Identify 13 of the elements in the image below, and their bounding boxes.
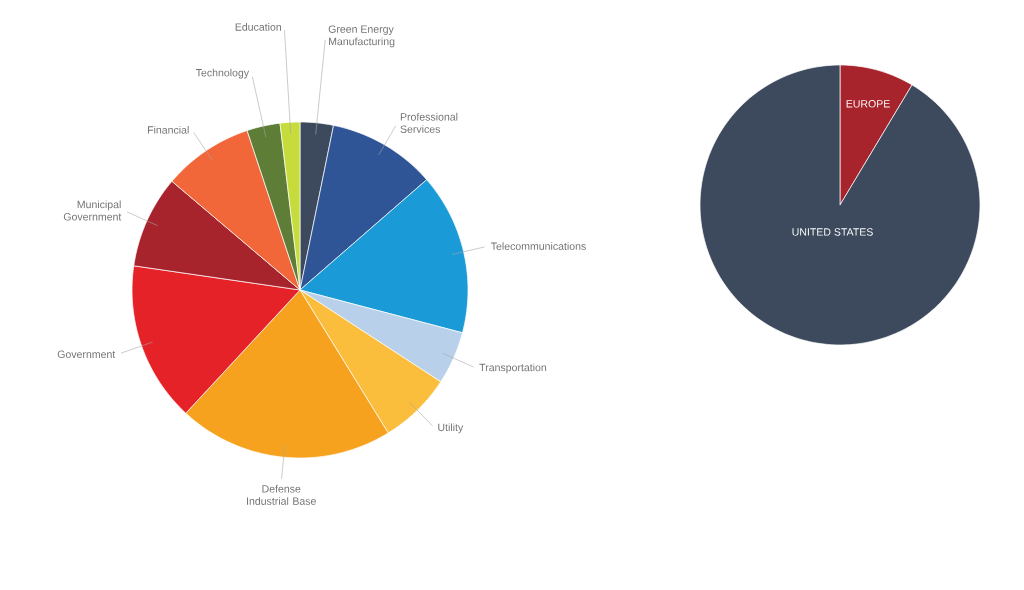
slice-label: Utility — [438, 423, 464, 434]
slice-label: Municipal Government — [63, 200, 122, 221]
slice-label: Telecommunications — [490, 242, 586, 250]
slice-label: Transportation — [479, 363, 547, 374]
slice-label: Education — [235, 23, 282, 31]
slice-label: Financial — [147, 125, 189, 134]
slice-label: Defense Industrial Base — [247, 484, 316, 505]
slice-label: UNITED STATES — [792, 228, 873, 236]
slice-label: Technology — [195, 68, 250, 79]
slice-label: Green Energy Manufacturing — [328, 25, 395, 48]
slice-label: Professional Services — [400, 112, 458, 133]
slice-label: EUROPE — [846, 100, 890, 108]
slice-label: Government — [57, 350, 116, 359]
